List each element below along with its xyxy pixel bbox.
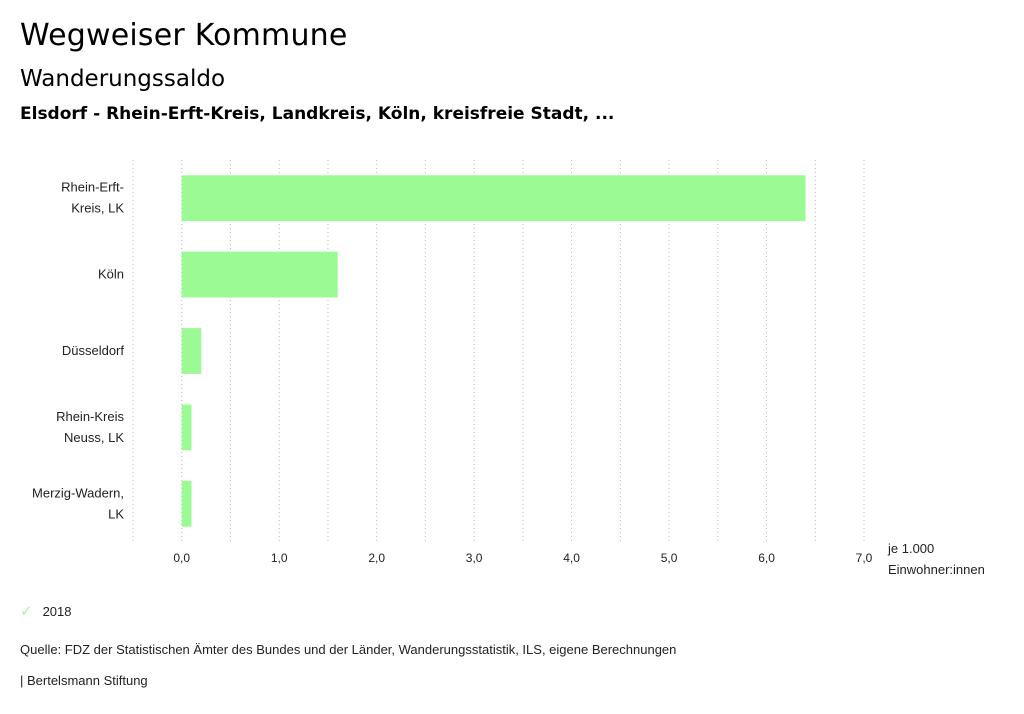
- bar[interactable]: [181, 480, 192, 527]
- category-label: Rhein-Kreis: [56, 409, 124, 424]
- category-label: Merzig-Wadern,: [32, 485, 124, 500]
- x-axis-unit-line-1: je 1.000: [888, 541, 935, 556]
- tick-label: 6,0: [758, 551, 775, 565]
- page-title: Wegweiser Kommune: [20, 18, 348, 53]
- tick-label: 0,0: [173, 551, 190, 565]
- category-label: Köln: [98, 267, 124, 282]
- credit-note: | Bertelsmann Stiftung: [20, 673, 148, 688]
- tick-label: 4,0: [563, 551, 580, 565]
- bar[interactable]: [181, 328, 202, 374]
- bar[interactable]: [181, 175, 806, 222]
- tick-labels: 0,0 1,0 2,0 3,0 4,0 5,0 6,0 7,0: [173, 551, 872, 565]
- bars: [181, 175, 806, 527]
- tick-label: 2,0: [368, 551, 385, 565]
- category-label: Kreis, LK: [71, 201, 124, 216]
- legend-label: 2018: [42, 603, 72, 619]
- category-label: Rhein-Erft-: [61, 180, 124, 195]
- check-icon[interactable]: ✓: [20, 602, 33, 620]
- category-label: Neuss, LK: [64, 430, 124, 445]
- x-axis-unit-line-2: Einwohner:innen: [888, 562, 985, 577]
- category-label: LK: [108, 506, 124, 521]
- chart-subtitle: Wanderungssaldo: [20, 66, 226, 92]
- source-note: Quelle: FDZ der Statistischen Ämter des …: [20, 642, 677, 657]
- tick-label: 7,0: [856, 551, 873, 565]
- bar[interactable]: [181, 404, 192, 451]
- tick-label: 3,0: [466, 551, 483, 565]
- tick-label: 1,0: [271, 551, 288, 565]
- legend[interactable]: ✓ 2018: [20, 602, 72, 620]
- category-labels: Rhein-Erft- Kreis, LK Köln Düsseldorf Rhein-…: [32, 180, 124, 522]
- region-selection[interactable]: Elsdorf - Rhein-Erft-Kreis, Landkreis, K…: [20, 104, 615, 124]
- bar-chart: Rhein-Erft- Kreis, LK Köln Düsseldorf Rhein-…: [32, 160, 873, 565]
- tick-label: 5,0: [661, 551, 678, 565]
- category-label: Düsseldorf: [62, 343, 125, 358]
- x-axis-unit-label: je 1.000 Einwohner:innen: [888, 538, 985, 580]
- bar[interactable]: [181, 251, 338, 298]
